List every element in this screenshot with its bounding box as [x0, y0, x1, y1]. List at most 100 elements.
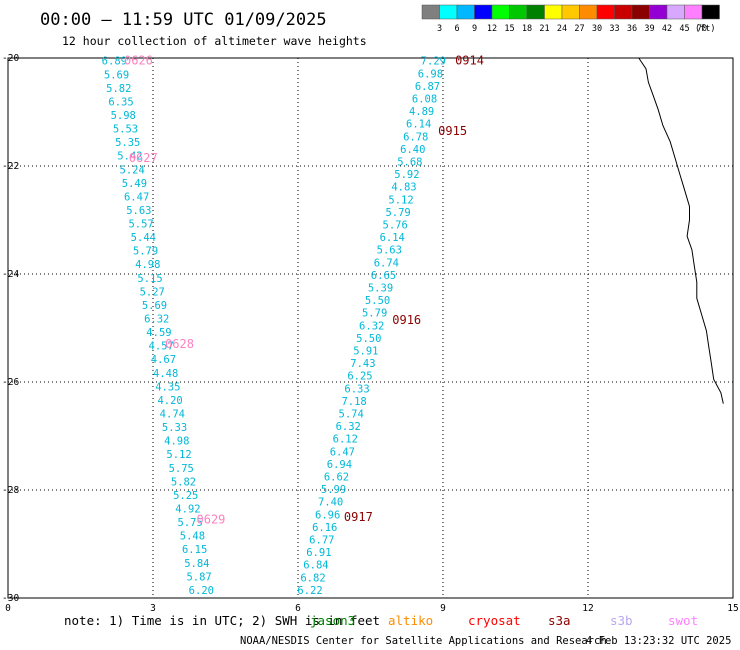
- wave-height-label: 6.22: [297, 585, 322, 597]
- colorbar-tick-label: 12: [487, 24, 497, 34]
- y-tick-label: -20: [2, 53, 19, 64]
- wave-height-label: 6.14: [406, 119, 431, 131]
- colorbar-tick-label: 21: [539, 24, 549, 34]
- wave-height-label: 5.50: [356, 333, 381, 345]
- wave-height-label: 4.57: [149, 341, 174, 353]
- pass-time-label: 0917: [344, 510, 373, 524]
- wave-height-tracks: 6.895.695.826.355.985.535.355.425.245.49…: [102, 56, 446, 597]
- colorbar-tick-label: 45: [679, 24, 689, 34]
- colorbar-swatch: [666, 4, 685, 20]
- wave-height-label: 5.74: [339, 409, 364, 421]
- wave-height-label: 5.75: [169, 463, 194, 475]
- wave-height-label: 5.35: [115, 137, 140, 149]
- chart-title: 00:00 – 11:59 UTC 01/09/2025: [40, 10, 327, 30]
- pass-time-labels: 0626 0627 0628 0629 0914 0915 0916 0917: [124, 54, 484, 527]
- colorbar-tick-label: 39: [644, 24, 654, 34]
- wave-height-label: 5.53: [113, 124, 138, 136]
- mission-legend: jason3 altiko cryosat s3a s3b swot: [310, 613, 698, 628]
- wave-height-label: 4.98: [135, 259, 160, 271]
- colorbar-swatch: [631, 4, 650, 20]
- x-tick-label: 9: [440, 603, 446, 614]
- wave-height-label: 4.67: [151, 354, 176, 366]
- wave-height-label: 6.40: [400, 144, 425, 156]
- wave-height-label: 5.49: [122, 178, 147, 190]
- colorbar-tick-label: 27: [574, 24, 584, 34]
- mission-legend-entry: s3a: [548, 613, 571, 628]
- colorbar-tick-label: 42: [662, 24, 672, 34]
- wave-height-label: 5.39: [368, 283, 393, 295]
- colorbar-swatch: [596, 4, 615, 20]
- wave-height-label: 6.16: [312, 522, 337, 534]
- wave-height-label: 5.42: [117, 151, 142, 163]
- wave-height-label: 6.78: [403, 131, 428, 143]
- plot-grid: [7, 57, 734, 599]
- wave-height-label: 5.50: [365, 295, 390, 307]
- axis-ticks: 0 3 6 9 12 15 -20 -22 -24 -26 -28 -30: [2, 53, 739, 614]
- wave-height-label: 6.47: [330, 446, 355, 458]
- wave-height-label: 4.59: [146, 327, 171, 339]
- pass-time-label: 0915: [438, 124, 467, 138]
- chart-subtitle: 12 hour collection of altimeter wave hei…: [62, 34, 367, 48]
- mission-legend-entry: jason3: [310, 613, 355, 628]
- wave-height-label: 5.12: [388, 194, 413, 206]
- wave-height-label: 5.48: [180, 531, 205, 543]
- wave-height-label: 6.91: [306, 547, 331, 559]
- wave-height-label: 6.32: [359, 320, 384, 332]
- colorbar-tick-label: 33: [609, 24, 619, 34]
- wave-height-label: 6.15: [182, 544, 207, 556]
- wave-height-label: 6.47: [124, 191, 149, 203]
- wave-height-label: 5.79: [133, 246, 158, 258]
- coastline: [638, 57, 724, 404]
- wave-height-label: 4.92: [175, 503, 200, 515]
- wave-height-label: 5.63: [126, 205, 151, 217]
- pass-time-label: 0914: [455, 54, 484, 68]
- wave-height-label: 4.35: [155, 381, 180, 393]
- wave-height-label: 5.44: [131, 232, 156, 244]
- colorbar-swatch: [439, 4, 458, 20]
- wave-height-label: 5.99: [321, 484, 346, 496]
- colorbar-tick-label: 24: [557, 24, 567, 34]
- wave-height-label: 6.77: [309, 535, 334, 547]
- units-note: note: 1) Time is in UTC; 2) SWH is in fe…: [64, 613, 380, 628]
- wave-height-label: 5.33: [162, 422, 187, 434]
- wave-height-label: 6.32: [144, 314, 169, 326]
- wave-height-label: 4.89: [409, 106, 434, 118]
- wave-height-label: 6.62: [324, 472, 349, 484]
- colorbar-swatch: [649, 4, 668, 20]
- wave-height-label: 4.98: [164, 436, 189, 448]
- pass-time-label: 0916: [392, 313, 421, 327]
- wave-height-label: 5.15: [137, 273, 162, 285]
- colorbar-swatch: [509, 4, 528, 20]
- colorbar-tick-label: 30: [592, 24, 602, 34]
- colorbar-swatch: [614, 4, 633, 20]
- wave-height-label: 6.35: [108, 96, 133, 108]
- x-tick-label: 6: [295, 603, 301, 614]
- pass-time-label: 0628: [165, 337, 194, 351]
- wave-height-label: 4.48: [153, 368, 178, 380]
- x-tick-label: 15: [727, 603, 738, 614]
- colorbar: 3 6 9 12 15 18 21 24 27 30 33 36 39 42 45 70(ft): [421, 4, 720, 34]
- wave-height-label: 5.69: [142, 300, 167, 312]
- wave-height-label: 6.25: [347, 371, 372, 383]
- wave-height-label: 4.83: [391, 182, 416, 194]
- wave-height-label: 5.63: [377, 245, 402, 257]
- wave-height-label: 5.79: [385, 207, 410, 219]
- wave-height-label: 6.20: [189, 585, 214, 597]
- colorbar-swatch: [526, 4, 545, 20]
- wave-height-label: 5.79: [362, 308, 387, 320]
- colorbar-swatch: [701, 4, 720, 20]
- plot-frame: [7, 57, 734, 599]
- pass-time-label: 0629: [197, 513, 226, 527]
- x-tick-label: 3: [150, 603, 156, 614]
- colorbar-tick-label: 15: [504, 24, 514, 34]
- x-tick-label: 0: [5, 603, 11, 614]
- wave-height-label: 7.40: [318, 497, 343, 509]
- colorbar-tick-label: 6: [454, 24, 459, 34]
- footer-center: NOAA/NESDIS Center for Satellite Applica…: [240, 635, 607, 647]
- colorbar-swatch: [684, 4, 703, 20]
- colorbar-unit: (ft): [695, 24, 715, 34]
- wave-height-label: 5.82: [106, 83, 131, 95]
- wave-height-label: 5.84: [184, 558, 209, 570]
- y-tick-label: -28: [2, 485, 19, 496]
- pass-time-label: 0627: [129, 151, 158, 165]
